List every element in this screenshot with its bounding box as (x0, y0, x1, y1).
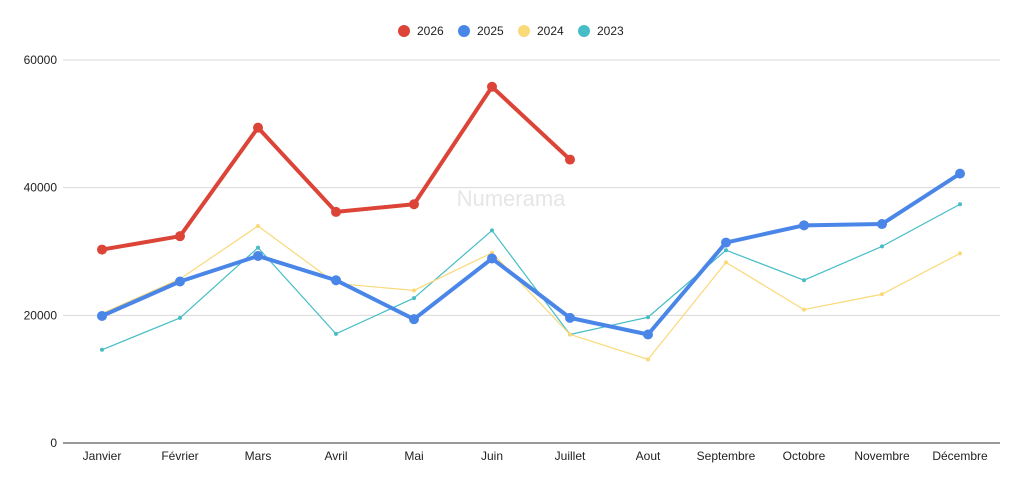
data-point-2025 (565, 312, 575, 323)
legend-item-2026: 2026 (398, 24, 444, 38)
data-point-2025 (721, 237, 731, 248)
data-point-2023 (334, 331, 338, 336)
legend-item-2025: 2025 (458, 24, 504, 38)
data-point-2023 (178, 315, 182, 320)
data-point-2025 (409, 314, 419, 325)
data-point-2025 (799, 220, 809, 231)
data-point-2024 (958, 251, 962, 256)
data-point-2025 (955, 168, 965, 179)
data-point-2026 (487, 81, 497, 92)
data-point-2026 (409, 199, 419, 210)
y-tick-label: 60000 (24, 53, 58, 67)
data-point-2026 (331, 206, 341, 217)
y-axis-ticks: 0 20000 40000 60000 (24, 53, 58, 450)
x-axis-ticks: Janvier Février Mars Avril Mai Juin Juillet Aou… (83, 449, 988, 463)
x-tick-label: Aout (636, 449, 661, 463)
data-point-2023 (646, 315, 650, 320)
x-tick-label: Juillet (555, 449, 586, 463)
x-tick-label: Mars (245, 449, 272, 463)
legend-item-2024: 2024 (518, 24, 564, 38)
x-tick-label: Mai (404, 449, 423, 463)
y-tick-label: 20000 (24, 308, 58, 322)
series-2025 (97, 168, 965, 340)
legend-label: 2023 (597, 24, 624, 38)
data-point-2023 (490, 228, 494, 233)
x-tick-label: Novembre (854, 449, 910, 463)
legend-label: 2025 (477, 24, 504, 38)
x-tick-label: Janvier (83, 449, 122, 463)
watermark-text: Numerama (457, 186, 567, 211)
x-tick-label: Décembre (932, 449, 988, 463)
x-tick-label: Octobre (783, 449, 826, 463)
legend-label: 2024 (537, 24, 564, 38)
data-point-2026 (565, 154, 575, 165)
data-point-2023 (724, 248, 728, 253)
data-point-2025 (97, 310, 107, 321)
data-point-2026 (97, 244, 107, 255)
legend: 2026 2025 2024 2023 (398, 24, 624, 38)
data-point-2024 (256, 223, 260, 228)
legend-marker (398, 25, 410, 37)
data-point-2025 (175, 276, 185, 287)
x-tick-label: Février (161, 449, 198, 463)
data-point-2026 (175, 231, 185, 242)
x-tick-label: Avril (324, 449, 347, 463)
data-point-2026 (253, 122, 263, 133)
series-line-2024 (101, 225, 961, 360)
series-2026 (97, 81, 575, 255)
legend-marker (518, 25, 530, 37)
data-point-2023 (802, 278, 806, 283)
data-point-2024 (802, 307, 806, 312)
legend-marker (458, 25, 470, 37)
data-point-2023 (412, 296, 416, 301)
data-point-2024 (412, 288, 416, 293)
legend-marker (578, 25, 590, 37)
data-point-2023 (100, 347, 104, 352)
series-line-2025 (100, 171, 962, 337)
gridlines (63, 59, 1000, 444)
y-tick-label: 40000 (24, 181, 58, 195)
data-point-2025 (487, 253, 497, 264)
data-point-2025 (253, 250, 263, 261)
x-tick-label: Septembre (697, 449, 756, 463)
series-2024 (100, 223, 962, 362)
series-line-2026 (100, 84, 572, 252)
data-point-2024 (568, 332, 572, 337)
data-point-2023 (880, 244, 884, 249)
legend-label: 2026 (417, 24, 444, 38)
data-point-2024 (880, 292, 884, 297)
x-tick-label: Juin (481, 449, 503, 463)
data-point-2025 (877, 219, 887, 230)
data-point-2025 (643, 329, 653, 340)
series-lines (97, 81, 965, 362)
data-point-2023 (256, 245, 260, 250)
data-point-2025 (331, 275, 341, 286)
data-point-2024 (646, 357, 650, 362)
data-point-2023 (958, 202, 962, 207)
y-tick-label: 0 (50, 436, 57, 450)
data-point-2024 (724, 260, 728, 265)
legend-item-2023: 2023 (578, 24, 624, 38)
